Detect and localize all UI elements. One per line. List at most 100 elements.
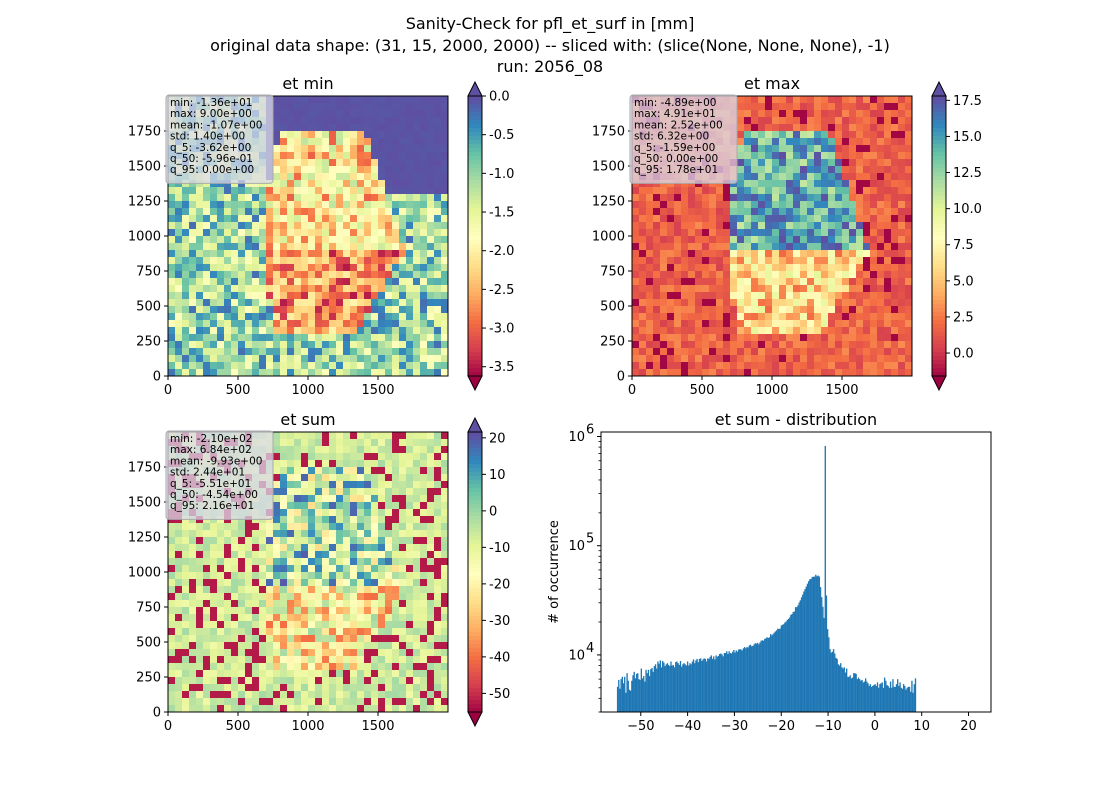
- heatmap-cell: [660, 271, 668, 279]
- heatmap-cell: [835, 117, 843, 125]
- heatmap-cell: [203, 670, 211, 678]
- heatmap-cell: [793, 320, 801, 328]
- heatmap-cell: [322, 355, 330, 363]
- colorbar-segment: [932, 280, 946, 285]
- heatmap-cell: [660, 299, 668, 307]
- heatmap-cell: [294, 509, 302, 517]
- heatmap-cell: [807, 173, 815, 181]
- heatmap-cell: [891, 173, 899, 181]
- heatmap-cell: [329, 642, 337, 650]
- heatmap-cell: [224, 201, 232, 209]
- heatmap-cell: [632, 299, 640, 307]
- heatmap-cell: [350, 355, 358, 363]
- heatmap-cell: [315, 348, 323, 356]
- heatmap-cell: [280, 124, 288, 132]
- heatmap-cell: [336, 586, 344, 594]
- heatmap-cell: [434, 446, 442, 454]
- heatmap-cell: [856, 306, 864, 314]
- heatmap-cell: [196, 698, 204, 706]
- heatmap-cell: [252, 271, 260, 279]
- heatmap-cell: [779, 327, 787, 335]
- heatmap-cell: [350, 516, 358, 524]
- heatmap-cell: [399, 369, 407, 377]
- heatmap-cell: [308, 138, 316, 146]
- heatmap-cell: [723, 278, 731, 286]
- heatmap-cell: [737, 341, 745, 349]
- heatmap-cell: [434, 131, 442, 139]
- heatmap-cell: [217, 698, 225, 706]
- colorbar-tick-label: -1.5: [489, 206, 514, 221]
- heatmap-cell: [772, 215, 780, 223]
- heatmap-cell: [308, 446, 316, 454]
- heatmap-cell: [709, 292, 717, 300]
- heatmap-cell: [294, 292, 302, 300]
- heatmap-cell: [252, 614, 260, 622]
- heatmap-cell: [231, 341, 239, 349]
- heatmap-cell: [751, 362, 759, 370]
- heatmap-cell: [294, 474, 302, 482]
- heatmap-cell: [336, 663, 344, 671]
- heatmap-cell: [744, 236, 752, 244]
- heatmap-cell: [224, 250, 232, 258]
- heatmap-cell: [273, 446, 281, 454]
- heatmap-cell: [709, 334, 717, 342]
- heatmap-cell: [315, 509, 323, 517]
- heatmap-cell: [322, 250, 330, 258]
- heatmap-cell: [280, 236, 288, 244]
- heatmap-cell: [392, 201, 400, 209]
- heatmap-cell: [252, 628, 260, 636]
- heatmap-cell: [434, 467, 442, 475]
- heatmap-cell: [259, 201, 267, 209]
- heatmap-cell: [646, 362, 654, 370]
- colorbar-segment: [932, 192, 946, 197]
- heatmap-cell: [217, 222, 225, 230]
- heatmap-cell: [632, 285, 640, 293]
- heatmap-cell: [238, 698, 246, 706]
- heatmap-cell: [266, 537, 274, 545]
- heatmap-cell: [667, 355, 675, 363]
- heatmap-cell: [800, 117, 808, 125]
- heatmap-cell: [660, 369, 668, 377]
- heatmap-cell: [280, 96, 288, 104]
- heatmap-cell: [681, 355, 689, 363]
- heatmap-cell: [210, 558, 218, 566]
- colorbar-segment: [468, 176, 482, 181]
- heatmap-cell: [807, 299, 815, 307]
- heatmap-cell: [891, 166, 899, 174]
- colorbar-segment: [932, 156, 946, 161]
- heatmap-cell: [350, 103, 358, 111]
- heatmap-cell: [203, 614, 211, 622]
- heatmap-cell: [863, 152, 871, 160]
- heatmap-cell: [280, 593, 288, 601]
- heatmap-cell: [364, 285, 372, 293]
- heatmap-cell: [189, 628, 197, 636]
- heatmap-cell: [737, 138, 745, 146]
- y-tick-label: 1750: [592, 125, 625, 140]
- heatmap-cell: [301, 474, 309, 482]
- heatmap-cell: [168, 306, 176, 314]
- heatmap-cell: [814, 243, 822, 251]
- heatmap-cell: [765, 292, 773, 300]
- heatmap-cell: [709, 208, 717, 216]
- heatmap-cell: [737, 257, 745, 265]
- heatmap-cell: [660, 306, 668, 314]
- heatmap-cell: [779, 369, 787, 377]
- heatmap-cell: [744, 117, 752, 125]
- panel-title: et max: [744, 74, 800, 93]
- heatmap-cell: [884, 173, 892, 181]
- heatmap-cell: [210, 327, 218, 335]
- heatmap-cell: [863, 271, 871, 279]
- heatmap-cell: [702, 362, 710, 370]
- heatmap-cell: [814, 327, 822, 335]
- heatmap-cell: [364, 544, 372, 552]
- heatmap-cell: [392, 187, 400, 195]
- heatmap-cell: [294, 96, 302, 104]
- colorbar-segment: [468, 180, 482, 185]
- heatmap-cell: [378, 173, 386, 181]
- colorbar-segment: [932, 336, 946, 341]
- heatmap-cell: [800, 194, 808, 202]
- colorbar-tick-label: 15.0: [953, 130, 982, 145]
- stats-line: mean: -1.07e+00: [170, 119, 262, 131]
- heatmap-cell: [835, 243, 843, 251]
- heatmap-cell: [280, 432, 288, 440]
